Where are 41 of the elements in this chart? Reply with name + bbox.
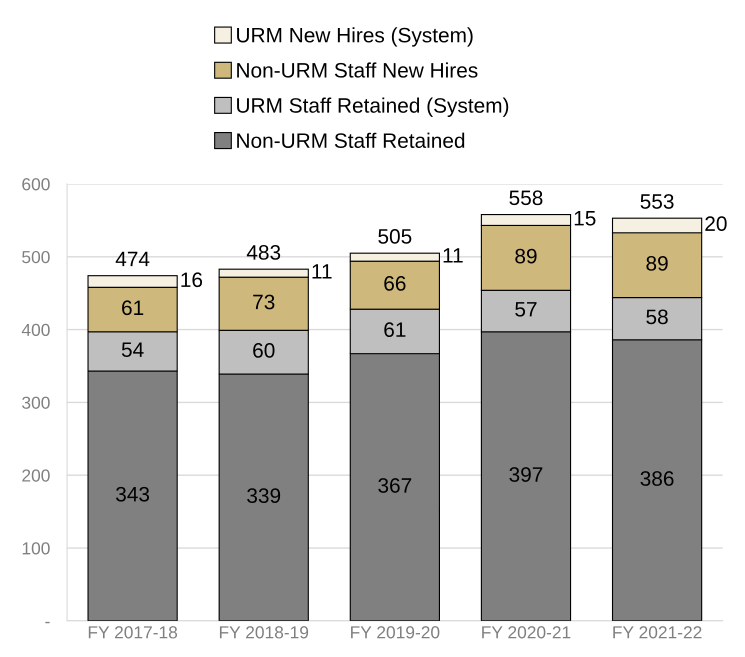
y-tick-label: 400 [22, 324, 50, 336]
data-label: 89 [515, 248, 537, 264]
data-label: 57 [515, 302, 537, 317]
data-label: 58 [646, 310, 668, 324]
data-label: 61 [122, 300, 144, 316]
y-tick-label: - [45, 622, 50, 624]
total-label: 558 [509, 190, 542, 206]
x-tick-label: FY 2020-21 [482, 626, 570, 638]
data-label: 89 [646, 256, 668, 271]
legend-label: URM New Hires (System) [237, 27, 473, 47]
data-label: 61 [384, 322, 406, 338]
data-label: 60 [253, 343, 275, 358]
x-tick-label: FY 2019-20 [351, 626, 440, 638]
legend-label: URM Staff Retained (System) [237, 98, 508, 117]
data-label: 16 [181, 272, 202, 288]
data-label: 73 [253, 294, 274, 310]
data-label: 343 [116, 486, 150, 502]
y-tick-label: 200 [22, 469, 50, 482]
legend-label: Non-URM Staff Retained [237, 132, 464, 148]
data-label: 54 [122, 342, 144, 358]
data-label: 386 [640, 471, 674, 486]
y-tick-label: 600 [22, 178, 50, 190]
data-label: 11 [312, 264, 332, 279]
total-label: 505 [378, 229, 412, 244]
x-tick-label: FY 2017-18 [88, 626, 178, 638]
y-tick-label: 300 [22, 396, 50, 409]
x-tick-label: FY 2018-19 [220, 626, 308, 638]
data-label: 367 [378, 478, 412, 493]
data-label: 11 [444, 248, 463, 263]
data-label: 15 [574, 211, 596, 226]
total-label: 483 [246, 245, 280, 260]
total-label: 474 [116, 252, 150, 266]
data-label: 66 [384, 276, 406, 291]
data-label: 397 [509, 467, 542, 482]
data-label: 339 [247, 488, 280, 504]
total-label: 553 [640, 194, 674, 209]
legend-label: Non-URM Staff New Hires [237, 62, 478, 78]
x-tick-label: FY 2021-22 [613, 626, 702, 638]
y-tick-label: 100 [22, 542, 50, 555]
y-tick-label: 500 [22, 250, 50, 264]
data-label: 20 [705, 216, 727, 232]
